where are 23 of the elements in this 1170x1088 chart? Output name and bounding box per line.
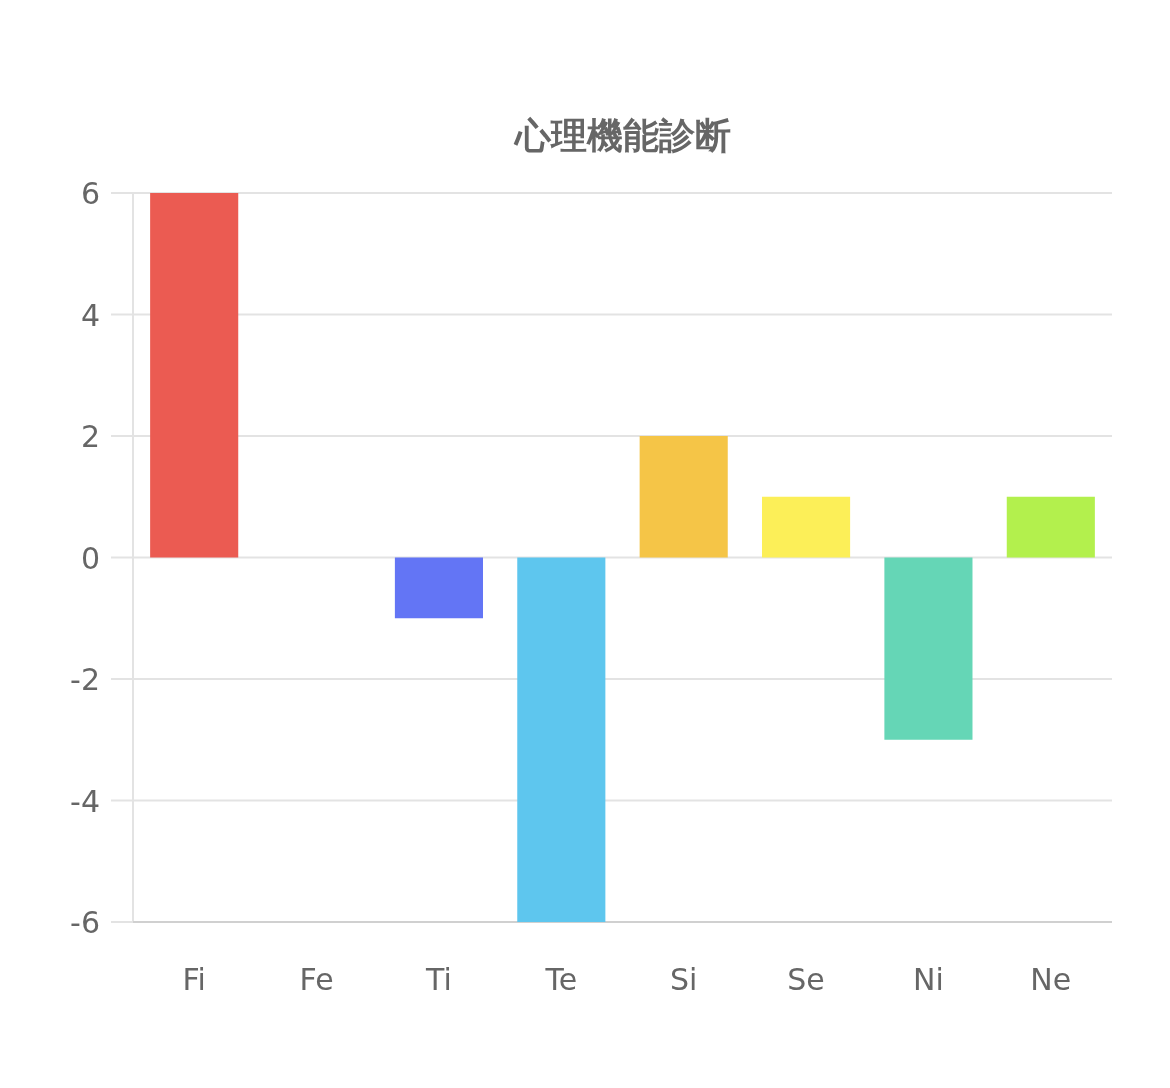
x-tick-label: Fe <box>299 962 334 997</box>
x-tick-label: Se <box>787 962 825 997</box>
bar <box>1006 496 1095 558</box>
y-tick-label: 6 <box>80 176 100 211</box>
bar <box>517 557 606 922</box>
x-tick-label: Fi <box>182 962 206 997</box>
x-tick-label: Te <box>544 962 578 997</box>
bar <box>762 496 851 558</box>
chart-title: 心理機能診断 <box>512 115 731 156</box>
x-tick-label: Si <box>669 962 698 997</box>
x-tick-label: Ti <box>425 962 452 997</box>
y-tick-label: 2 <box>80 419 100 454</box>
bar <box>639 436 728 558</box>
bar <box>150 193 239 558</box>
y-tick-label: 0 <box>80 540 100 576</box>
x-tick-label: Ne <box>1030 962 1072 997</box>
y-tick-label: 4 <box>80 297 100 333</box>
bar <box>884 557 973 740</box>
y-tick-label: -6 <box>70 905 100 940</box>
y-tick-label: -4 <box>70 783 100 819</box>
y-tick-label: -2 <box>70 662 100 697</box>
bar <box>394 557 483 619</box>
x-tick-label: Ni <box>913 962 944 997</box>
